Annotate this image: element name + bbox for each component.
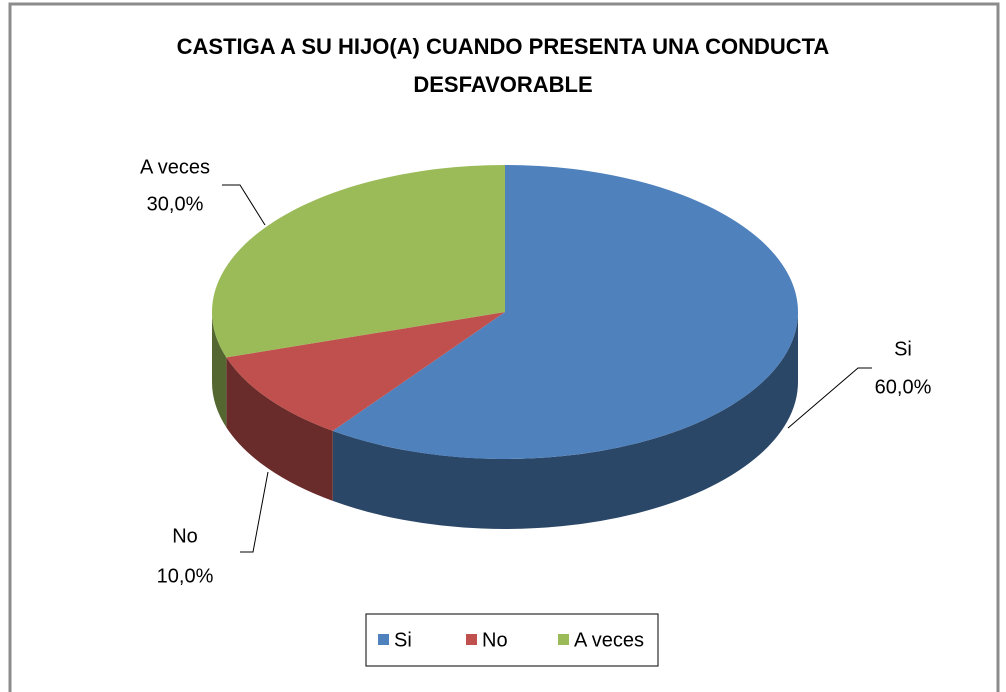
data-label-name: A veces <box>140 156 210 178</box>
legend-label: Si <box>394 629 412 651</box>
data-label: 60,0% <box>875 376 932 398</box>
slice-side <box>332 312 798 529</box>
slice-side <box>226 357 333 501</box>
data-label: 30,0% <box>147 193 204 215</box>
legend-label: A veces <box>574 629 644 651</box>
legend-label: No <box>482 629 508 651</box>
data-label-name: Si <box>894 338 912 360</box>
leader-line <box>222 184 266 226</box>
legend-swatch <box>378 634 389 645</box>
leader-line <box>787 367 872 429</box>
data-label: 10,0% <box>157 565 214 587</box>
slice <box>332 165 799 459</box>
slice <box>211 164 505 358</box>
data-label-name: No <box>172 525 198 547</box>
leader-line <box>240 471 269 553</box>
legend-box <box>365 613 659 667</box>
slice-side <box>212 312 227 428</box>
legend-swatch <box>466 634 477 645</box>
slice <box>226 312 505 431</box>
chart-title: CASTIGA A SU HIJO(A) CUANDO PRESENTA UNA… <box>176 34 830 97</box>
legend-swatch <box>558 634 569 645</box>
